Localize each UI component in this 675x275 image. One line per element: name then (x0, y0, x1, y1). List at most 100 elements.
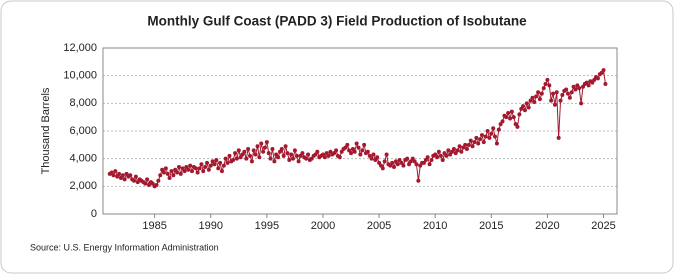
point (545, 77, 550, 82)
point (362, 142, 367, 147)
point (565, 91, 570, 96)
point (154, 182, 159, 187)
point (266, 151, 271, 156)
point (567, 95, 572, 100)
point (564, 87, 569, 92)
x-tick-label: 2015 (479, 220, 503, 232)
point (586, 83, 591, 88)
point (334, 148, 339, 153)
point (216, 166, 221, 171)
x-tick-label: 2020 (535, 220, 559, 232)
point (489, 131, 494, 136)
point (158, 173, 163, 178)
point (326, 153, 331, 158)
point (536, 90, 541, 95)
point (384, 152, 389, 157)
point (549, 98, 554, 103)
point (496, 127, 501, 132)
point (446, 148, 451, 153)
point (504, 115, 509, 120)
point (543, 81, 548, 86)
point (315, 149, 320, 154)
point (244, 156, 249, 161)
point (470, 144, 475, 149)
y-axis-label: Thousand Barrels (40, 87, 52, 174)
y-tick-label: 6,000 (69, 125, 97, 137)
point (156, 178, 161, 183)
point (143, 181, 148, 186)
point (360, 148, 365, 153)
point (524, 101, 529, 106)
point (248, 153, 253, 158)
point (464, 146, 469, 151)
point (392, 164, 397, 169)
point (117, 171, 122, 176)
point (206, 167, 211, 172)
point (128, 173, 133, 178)
point (352, 149, 357, 154)
x-tick-label: 1985 (142, 220, 166, 232)
point (261, 149, 266, 154)
point (189, 169, 194, 174)
point (603, 81, 608, 86)
point (547, 83, 552, 88)
point (205, 160, 210, 165)
point (259, 141, 264, 146)
point (186, 167, 191, 172)
point (122, 177, 127, 182)
point (283, 144, 288, 149)
x-tick-label: 1995 (255, 220, 279, 232)
point (455, 148, 460, 153)
point (481, 140, 486, 145)
point (515, 124, 520, 129)
y-tick-label: 4,000 (69, 153, 97, 165)
point (176, 164, 181, 169)
point (132, 178, 137, 183)
point (573, 87, 578, 92)
point (287, 158, 292, 163)
y-tick-label: 12,000 (63, 42, 97, 54)
point (506, 111, 511, 116)
point (257, 155, 262, 160)
point (234, 156, 239, 161)
point (479, 133, 484, 138)
point (552, 102, 557, 107)
point (296, 159, 301, 164)
point (349, 151, 354, 156)
point (511, 115, 516, 120)
point (478, 137, 483, 142)
point (242, 149, 247, 154)
point (227, 153, 232, 158)
point (551, 91, 556, 96)
point (365, 149, 370, 154)
point (120, 173, 125, 178)
point (436, 149, 441, 154)
point (487, 135, 492, 140)
point (390, 160, 395, 165)
y-tick-label: 0 (91, 208, 97, 220)
point (414, 162, 419, 167)
point (522, 108, 527, 113)
point (292, 148, 297, 153)
point (556, 135, 561, 140)
point (554, 90, 559, 95)
point (285, 151, 290, 156)
point (212, 162, 217, 167)
point (569, 90, 574, 95)
point (358, 152, 363, 157)
point (494, 141, 499, 146)
point (171, 173, 176, 178)
point (236, 148, 241, 153)
point (251, 148, 256, 153)
point (401, 163, 406, 168)
x-tick-label: 1990 (198, 220, 222, 232)
point (289, 152, 294, 157)
point (380, 166, 385, 171)
point (440, 158, 445, 163)
point (468, 138, 473, 143)
point (306, 152, 311, 157)
point (268, 156, 273, 161)
point (276, 155, 281, 160)
point (165, 171, 170, 176)
